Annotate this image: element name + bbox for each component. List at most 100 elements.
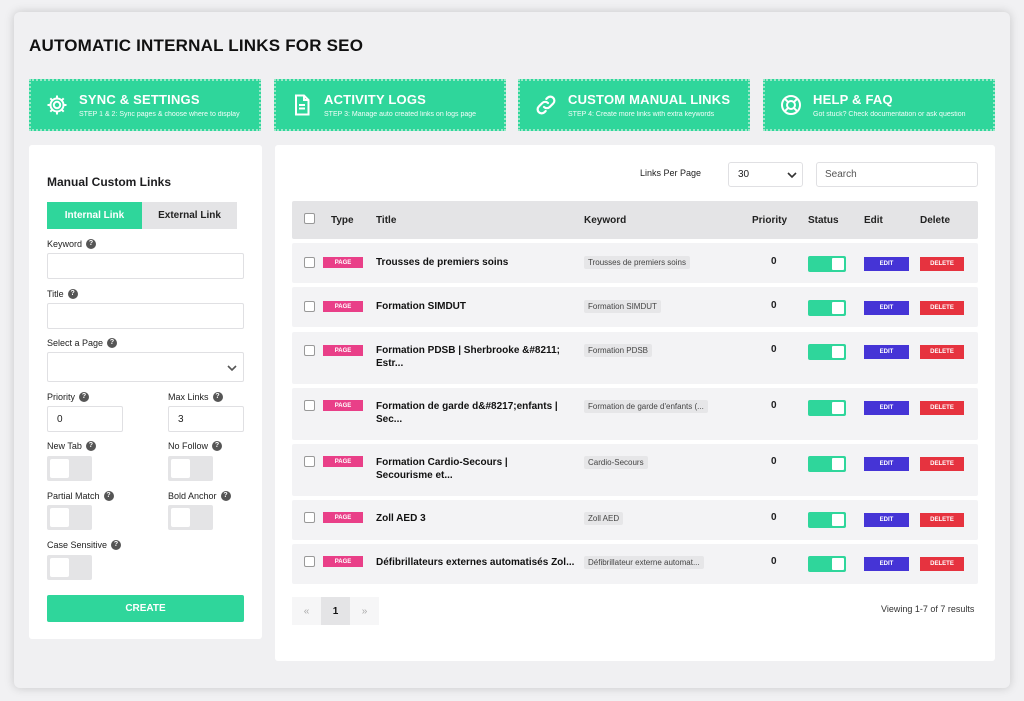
header-edit: Edit: [864, 215, 883, 226]
edit-button[interactable]: EDIT: [864, 557, 909, 571]
table-row: PAGE Zoll AED 3 Zoll AED 0 EDIT DELETE: [292, 500, 978, 540]
prev-page-button[interactable]: «: [292, 597, 321, 625]
row-checkbox[interactable]: [304, 556, 315, 567]
row-priority: 0: [771, 512, 777, 523]
row-checkbox[interactable]: [304, 257, 315, 268]
delete-button[interactable]: DELETE: [920, 557, 964, 571]
no-follow-toggle[interactable]: [168, 456, 213, 481]
delete-button[interactable]: DELETE: [920, 345, 964, 359]
link-type-tabs: Internal Link External Link: [47, 202, 237, 229]
edit-button[interactable]: EDIT: [864, 513, 909, 527]
row-title: Zoll AED 3: [376, 513, 426, 524]
gear-icon: [45, 93, 69, 117]
status-toggle[interactable]: [808, 400, 846, 416]
edit-button[interactable]: EDIT: [864, 401, 909, 415]
edit-button[interactable]: EDIT: [864, 257, 909, 271]
bold-anchor-label-text: Bold Anchor: [168, 491, 217, 501]
select-page-dropdown[interactable]: [47, 352, 244, 382]
row-checkbox[interactable]: [304, 301, 315, 312]
delete-button[interactable]: DELETE: [920, 401, 964, 415]
keyword-label-text: Keyword: [47, 239, 83, 249]
status-toggle[interactable]: [808, 344, 846, 360]
help-icon[interactable]: ?: [103, 491, 114, 501]
bold-anchor-toggle[interactable]: [168, 505, 213, 530]
keyword-chip: Cardio-Secours: [584, 456, 648, 469]
tab-internal-link[interactable]: Internal Link: [47, 202, 142, 229]
help-icon[interactable]: ?: [79, 392, 90, 402]
delete-button[interactable]: DELETE: [920, 457, 964, 471]
page-1-button[interactable]: 1: [321, 597, 350, 625]
status-toggle[interactable]: [808, 556, 846, 572]
row-priority: 0: [771, 300, 777, 311]
nav-title: ACTIVITY LOGS: [324, 92, 427, 107]
help-icon[interactable]: ?: [212, 441, 223, 451]
case-sensitive-toggle[interactable]: [47, 555, 92, 580]
row-checkbox[interactable]: [304, 345, 315, 356]
case-sensitive-label: Case Sensitive?: [47, 540, 122, 550]
edit-button[interactable]: EDIT: [864, 345, 909, 359]
nav-title: CUSTOM MANUAL LINKS: [568, 92, 731, 107]
max-links-label: Max Links?: [168, 392, 223, 402]
max-links-input[interactable]: 3: [168, 406, 244, 432]
nav-card-sync-settings[interactable]: SYNC & SETTINGS STEP 1 & 2: Sync pages &…: [29, 79, 261, 131]
chevron-down-icon: [227, 363, 237, 373]
table-row: PAGE Défibrillateurs externes automatisé…: [292, 544, 978, 584]
nav-subtitle: STEP 1 & 2: Sync pages & choose where to…: [79, 111, 240, 118]
create-button[interactable]: CREATE: [47, 595, 244, 622]
row-checkbox[interactable]: [304, 400, 315, 411]
header-keyword: Keyword: [584, 215, 627, 226]
nav-subtitle: STEP 3: Manage auto created links on log…: [324, 111, 477, 118]
row-checkbox[interactable]: [304, 512, 315, 523]
edit-button[interactable]: EDIT: [864, 457, 909, 471]
delete-button[interactable]: DELETE: [920, 301, 964, 315]
status-toggle[interactable]: [808, 456, 846, 472]
row-title: Trousses de premiers soins: [376, 257, 509, 268]
nav-card-custom-manual-links[interactable]: CUSTOM MANUAL LINKS STEP 4: Create more …: [518, 79, 750, 131]
keyword-chip: Trousses de premiers soins: [584, 256, 690, 269]
row-checkbox[interactable]: [304, 456, 315, 467]
help-icon[interactable]: ?: [85, 441, 96, 451]
title-input[interactable]: [47, 303, 244, 329]
keyword-input[interactable]: [47, 253, 244, 279]
select-page-label-text: Select a Page: [47, 338, 104, 348]
lifebuoy-icon: [779, 93, 803, 117]
tab-external-link[interactable]: External Link: [142, 202, 237, 229]
help-icon[interactable]: ?: [107, 338, 118, 348]
table-row: PAGE Formation de garde d&#8217;enfants …: [292, 388, 978, 440]
help-icon[interactable]: ?: [220, 491, 231, 501]
select-all-checkbox[interactable]: [304, 213, 315, 224]
type-badge: PAGE: [323, 301, 363, 312]
new-tab-toggle[interactable]: [47, 456, 92, 481]
keyword-chip: Zoll AED: [584, 512, 624, 525]
status-toggle[interactable]: [808, 256, 846, 272]
toggle-knob: [50, 459, 69, 478]
type-badge: PAGE: [323, 512, 363, 523]
priority-label: Priority?: [47, 392, 90, 402]
nav-card-activity-logs[interactable]: ACTIVITY LOGS STEP 3: Manage auto create…: [274, 79, 506, 131]
edit-button[interactable]: EDIT: [864, 301, 909, 315]
link-icon: [534, 93, 558, 117]
delete-button[interactable]: DELETE: [920, 257, 964, 271]
help-icon[interactable]: ?: [212, 392, 223, 402]
search-input[interactable]: Search: [816, 162, 978, 187]
links-per-page-select[interactable]: 30: [728, 162, 803, 187]
title-label-text: Title: [47, 289, 64, 299]
help-icon[interactable]: ?: [67, 289, 78, 299]
status-toggle[interactable]: [808, 300, 846, 316]
partial-match-toggle[interactable]: [47, 505, 92, 530]
title-label: Title?: [47, 289, 78, 299]
help-icon[interactable]: ?: [86, 239, 97, 249]
delete-button[interactable]: DELETE: [920, 513, 964, 527]
nav-card-help-faq[interactable]: HELP & FAQ Got stuck? Check documentatio…: [763, 79, 995, 131]
links-per-page-value: 30: [738, 169, 750, 180]
next-page-button[interactable]: »: [350, 597, 379, 625]
help-icon[interactable]: ?: [111, 540, 122, 550]
type-badge: PAGE: [323, 456, 363, 467]
status-toggle[interactable]: [808, 512, 846, 528]
bold-anchor-label: Bold Anchor?: [168, 491, 231, 501]
priority-input[interactable]: 0: [47, 406, 123, 432]
header-status: Status: [808, 215, 839, 226]
table-header: Type Title Keyword Priority Status Edit …: [292, 201, 978, 239]
type-badge: PAGE: [323, 400, 363, 411]
row-priority: 0: [771, 556, 777, 567]
